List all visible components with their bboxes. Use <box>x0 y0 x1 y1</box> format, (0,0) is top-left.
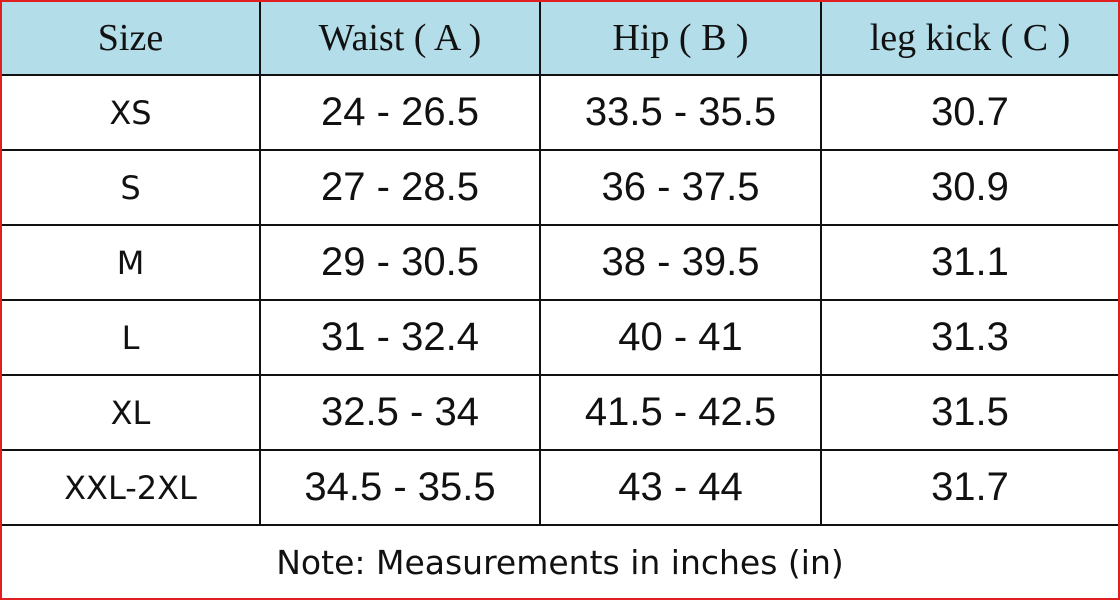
value-cell: 32.5 - 34 <box>261 376 541 451</box>
value-cell: 36 - 37.5 <box>541 151 822 226</box>
header-cell: Hip ( B ) <box>541 2 822 76</box>
value-cell: 34.5 - 35.5 <box>261 451 541 526</box>
size-cell: S <box>2 151 261 226</box>
value-cell: 31.1 <box>822 226 1118 301</box>
value-cell: 31.5 <box>822 376 1118 451</box>
value-cell: 27 - 28.5 <box>261 151 541 226</box>
value-cell: 31 - 32.4 <box>261 301 541 376</box>
note: Note: Measurements in inches (in) <box>276 542 844 582</box>
value-cell: 43 - 44 <box>541 451 822 526</box>
size-cell: XXL-2XL <box>2 451 261 526</box>
size-cell: M <box>2 226 261 301</box>
value-cell: 31.7 <box>822 451 1118 526</box>
size-cell: L <box>2 301 261 376</box>
size-cell: XS <box>2 76 261 151</box>
value-cell: 30.7 <box>822 76 1118 151</box>
value-cell: 24 - 26.5 <box>261 76 541 151</box>
value-cell: 38 - 39.5 <box>541 226 822 301</box>
value-cell: 41.5 - 42.5 <box>541 376 822 451</box>
size-cell: XL <box>2 376 261 451</box>
value-cell: 40 - 41 <box>541 301 822 376</box>
value-cell: 31.3 <box>822 301 1118 376</box>
value-cell: 29 - 30.5 <box>261 226 541 301</box>
value-cell: 33.5 - 35.5 <box>541 76 822 151</box>
value-cell: 30.9 <box>822 151 1118 226</box>
header-cell: leg kick ( C ) <box>822 2 1118 76</box>
header-cell: Size <box>2 2 261 76</box>
header-cell: Waist ( A ) <box>261 2 541 76</box>
